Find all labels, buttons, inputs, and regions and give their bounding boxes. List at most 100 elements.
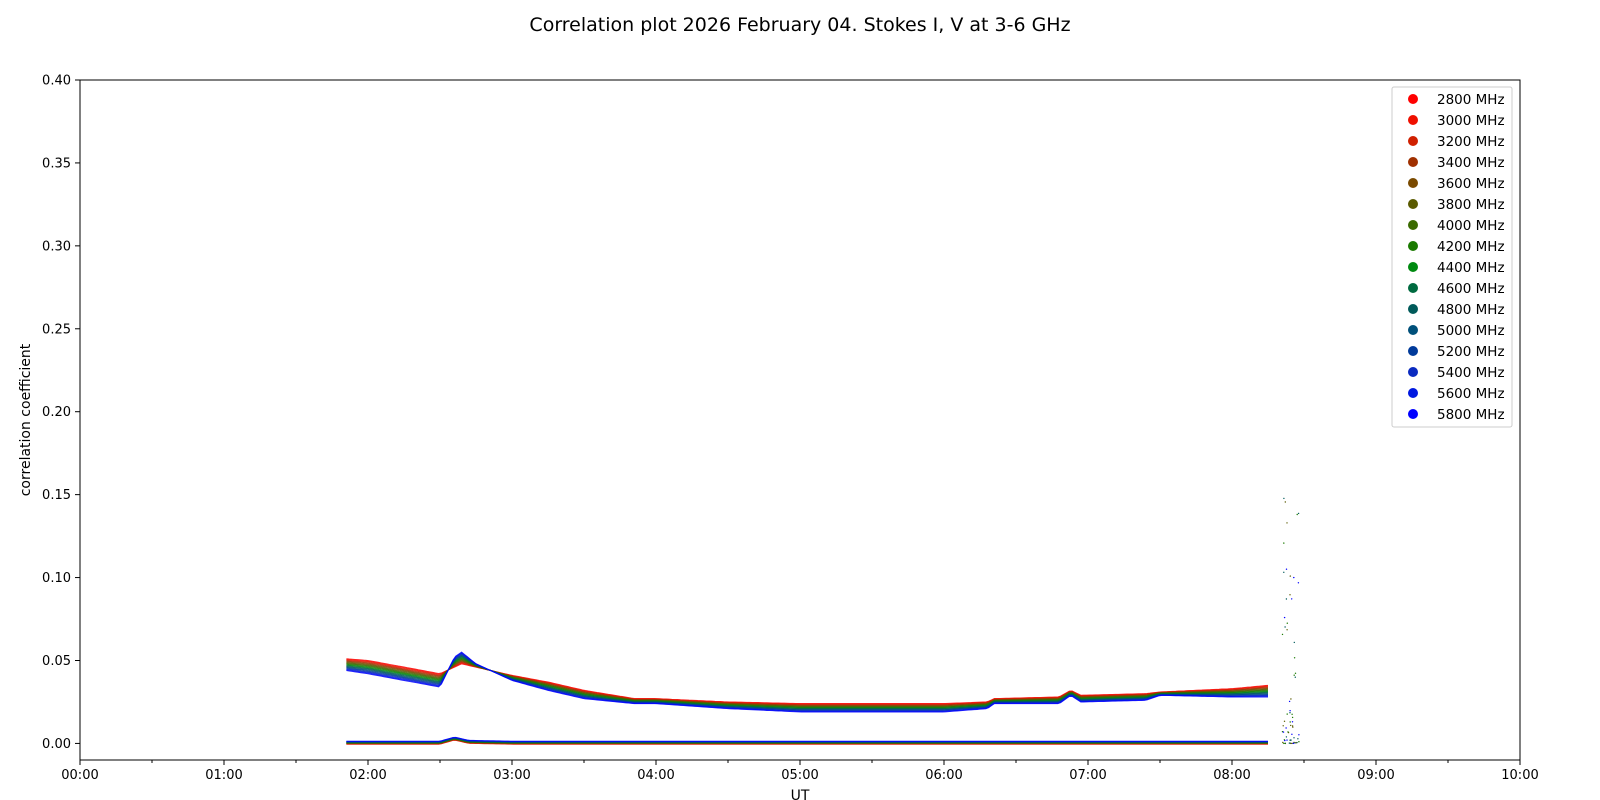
y-tick-label: 0.30 [42,239,71,254]
scatter-point [1283,542,1285,544]
legend-label: 3200 MHz [1437,134,1505,150]
legend-marker [1408,220,1418,230]
scatter-point [1286,629,1288,631]
y-tick-label: 0.40 [42,74,71,89]
plot-frame [79,79,1521,761]
legend-entry: 5200 MHz [1408,344,1505,360]
legend-label: 4200 MHz [1437,239,1505,255]
x-tick-label: 07:00 [1069,768,1106,783]
stokes-i-trace [346,654,1269,711]
scatter-point [1286,739,1288,741]
scatter-point [1288,742,1291,744]
legend: 2800 MHz 3000 MHz 3200 MHz 3400 MHz 3600 MHz… [1391,86,1513,428]
legend-entry: 3400 MHz [1408,155,1505,171]
scatter-point [1298,741,1300,743]
legend-label: 5000 MHz [1437,323,1505,339]
legend-label: 4400 MHz [1437,260,1505,276]
legend-label: 2800 MHz [1437,92,1505,108]
x-axis: 00:00 01:00 02:00 03:00 04:00 05:00 06:00 07:00… [61,760,1539,783]
y-tick-label: 0.10 [42,571,71,586]
legend-entry: 4000 MHz [1408,218,1505,234]
scatter-point [1289,712,1291,714]
legend-marker [1408,136,1418,146]
legend-marker [1408,367,1418,377]
scatter-point [1285,568,1288,570]
scatter-point [1293,641,1296,644]
scatter-point [1282,725,1284,727]
scatter-point [1284,501,1287,503]
scatter-point [1289,739,1292,741]
scatter-point [1291,733,1293,735]
stokes-i-trace [346,653,1269,712]
legend-entry: 3000 MHz [1408,113,1505,129]
scatter-point [1286,522,1288,524]
scatter-point [1292,742,1294,744]
scatter-point [1287,731,1289,733]
legend-marker [1408,199,1418,209]
legend-marker [1408,346,1418,356]
scatter-point [1293,737,1295,739]
x-tick-label: 05:00 [781,768,818,783]
scatter-point [1290,742,1292,745]
stokes-i-trace [346,653,1268,711]
legend-label: 3800 MHz [1437,197,1505,213]
legend-label: 4600 MHz [1437,281,1505,297]
scatter-point [1284,742,1286,745]
legend-entry: 5600 MHz [1408,386,1505,402]
scatter-point [1297,582,1300,584]
y-axis-label: correlation coefficient [18,343,34,496]
legend-marker [1408,262,1418,272]
legend-entry: 3800 MHz [1408,197,1505,213]
legend-marker [1408,157,1418,167]
x-tick-label: 01:00 [205,768,242,783]
scatter-point [1294,672,1297,674]
stokes-v-trace [346,736,1268,742]
legend-marker [1408,304,1418,314]
legend-marker [1408,94,1418,104]
legend-marker [1408,388,1418,398]
x-tick-label: 04:00 [637,768,674,783]
scatter-point [1283,720,1286,722]
legend-box [1391,86,1513,428]
scatter-point [1293,674,1295,676]
scatter-point [1290,698,1292,700]
legend-marker [1408,409,1418,419]
legend-entry: 5400 MHz [1408,365,1505,381]
stokes-i-trace [346,651,1268,713]
x-tick-label: 10:00 [1501,768,1538,783]
legend-label: 5200 MHz [1437,344,1505,360]
legend-label: 5400 MHz [1437,365,1505,381]
scatter-point [1282,731,1285,733]
legend-entry: 4400 MHz [1408,260,1505,276]
scatter-point [1290,724,1292,727]
scatter-point [1284,626,1286,628]
scatter-point [1289,710,1291,712]
scatter-point [1291,725,1294,727]
scatter-point [1295,742,1297,744]
y-tick-label: 0.20 [42,405,71,420]
legend-entry: 5000 MHz [1408,323,1505,339]
scatter-point [1297,512,1300,515]
x-tick-label: 03:00 [493,768,530,783]
scatter-point [1291,742,1293,745]
y-tick-label: 0.05 [42,654,71,669]
x-tick-label: 08:00 [1213,768,1250,783]
x-tick-label: 02:00 [349,768,386,783]
legend-entry: 3600 MHz [1408,176,1505,192]
legend-label: 4000 MHz [1437,218,1505,234]
scatter-point [1283,571,1285,573]
legend-entry: 4200 MHz [1408,239,1505,255]
scatter-point [1293,576,1295,579]
legend-entry: 4600 MHz [1408,281,1505,297]
legend-marker [1408,241,1418,251]
scatter-point [1289,575,1292,577]
scatter-point [1289,594,1291,596]
y-tick-label: 0.15 [42,488,71,503]
legend-marker [1408,283,1418,293]
legend-label: 4800 MHz [1437,302,1505,318]
scatter-point [1284,739,1286,742]
y-tick-label: 0.25 [42,322,71,337]
scatter-point [1291,721,1294,723]
scatter-point [1296,513,1298,516]
legend-label: 3400 MHz [1437,155,1505,171]
